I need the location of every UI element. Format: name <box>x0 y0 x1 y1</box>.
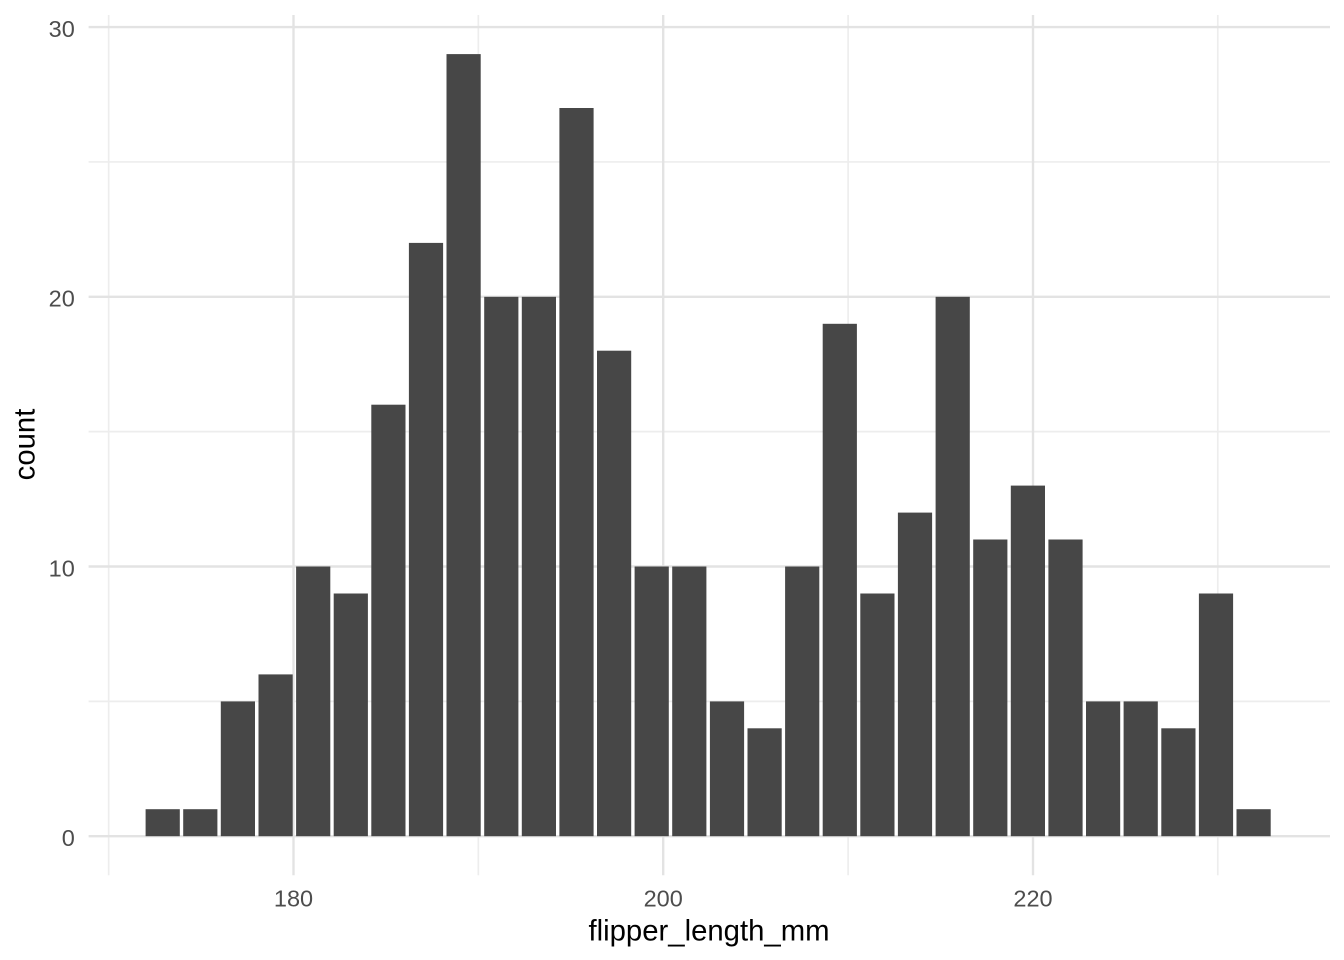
svg-text:200: 200 <box>644 886 683 912</box>
svg-text:30: 30 <box>49 16 75 42</box>
svg-text:180: 180 <box>274 886 313 912</box>
svg-text:10: 10 <box>49 555 75 581</box>
svg-text:count: count <box>8 409 41 481</box>
svg-text:0: 0 <box>62 825 75 851</box>
svg-text:flipper_length_mm: flipper_length_mm <box>588 915 829 948</box>
svg-text:20: 20 <box>49 286 75 312</box>
svg-text:220: 220 <box>1013 886 1052 912</box>
